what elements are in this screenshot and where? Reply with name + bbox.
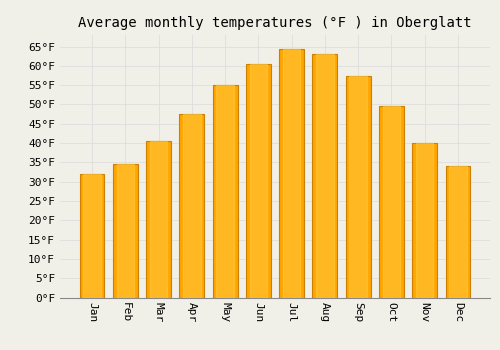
- Bar: [180, 114, 204, 298]
- Bar: [283, 49, 300, 298]
- Bar: [449, 166, 466, 298]
- Bar: [113, 164, 138, 298]
- Bar: [84, 174, 101, 298]
- Bar: [316, 54, 334, 298]
- Bar: [183, 114, 200, 298]
- Bar: [379, 106, 404, 298]
- Bar: [246, 64, 271, 298]
- Bar: [312, 54, 338, 298]
- Title: Average monthly temperatures (°F ) in Oberglatt: Average monthly temperatures (°F ) in Ob…: [78, 16, 472, 30]
- Bar: [146, 141, 171, 298]
- Bar: [150, 141, 168, 298]
- Bar: [446, 166, 470, 298]
- Bar: [116, 164, 134, 298]
- Bar: [416, 143, 434, 298]
- Bar: [80, 174, 104, 298]
- Bar: [346, 76, 370, 298]
- Bar: [279, 49, 304, 298]
- Bar: [350, 76, 367, 298]
- Bar: [382, 106, 400, 298]
- Bar: [216, 85, 234, 298]
- Bar: [412, 143, 437, 298]
- Bar: [250, 64, 267, 298]
- Bar: [212, 85, 238, 298]
